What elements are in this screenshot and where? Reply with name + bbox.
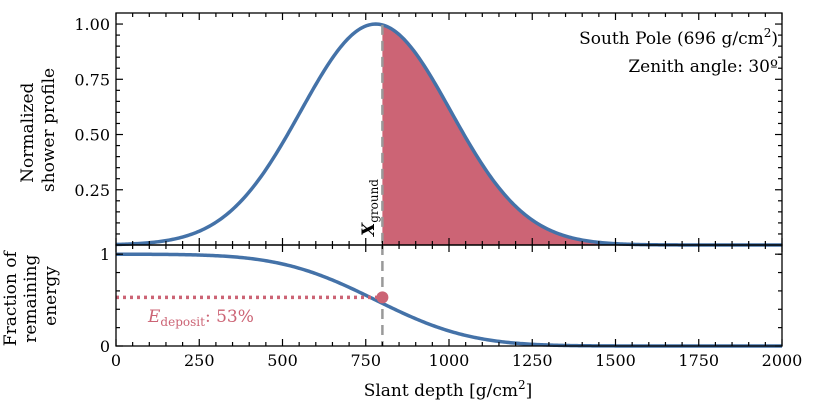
x-tick-label: 2000 bbox=[762, 351, 803, 370]
x-tick-label: 500 bbox=[267, 351, 298, 370]
shaded-deposit-area bbox=[382, 24, 782, 246]
top-y-tick-label: 1.00 bbox=[74, 15, 110, 34]
zenith-annotation: Zenith angle: 30º bbox=[628, 57, 778, 77]
x-tick-label: 0 bbox=[111, 351, 121, 370]
top-y-ticks: 0.25 0.50 0.75 1.00 bbox=[74, 15, 782, 235]
x-tick-label: 1250 bbox=[512, 351, 553, 370]
deposit-label: Edeposit: 53% bbox=[147, 307, 254, 329]
x-tick-label: 250 bbox=[184, 351, 215, 370]
bottom-ylabel: Fraction of remaining energy bbox=[1, 246, 61, 346]
bottom-y-tick-label: 1 bbox=[100, 245, 110, 264]
x-tick-label: 1000 bbox=[429, 351, 470, 370]
x-tick-label: 1750 bbox=[678, 351, 719, 370]
top-y-tick-label: 0.50 bbox=[74, 126, 110, 145]
top-y-tick-label: 0.75 bbox=[74, 70, 110, 89]
bottom-y-ticks: 01 bbox=[100, 245, 782, 356]
bottom-axes-frame bbox=[115, 244, 783, 347]
x-ground-label: Xground bbox=[359, 179, 381, 237]
top-panel: 0.250.500.751.00 South Pole (696 g/cm2) … bbox=[18, 12, 783, 247]
bottom-y-tick-label: 0 bbox=[100, 337, 110, 356]
x-tick-label: 1500 bbox=[595, 351, 636, 370]
bottom-panel: 01 0 250 500 750 1000 1250 1500 1750 2000 Edepos… bbox=[1, 244, 803, 401]
x-axis-label: Slant depth [g/cm2] bbox=[364, 378, 533, 401]
x-tick-label: 750 bbox=[350, 351, 381, 370]
remaining-energy-curve bbox=[116, 252, 782, 348]
deposit-marker bbox=[376, 291, 389, 304]
top-ylabel: Normalized shower profile bbox=[18, 68, 59, 192]
site-annotation: South Pole (696 g/cm2) bbox=[579, 26, 778, 49]
top-y-tick-label: 0.25 bbox=[74, 181, 110, 200]
